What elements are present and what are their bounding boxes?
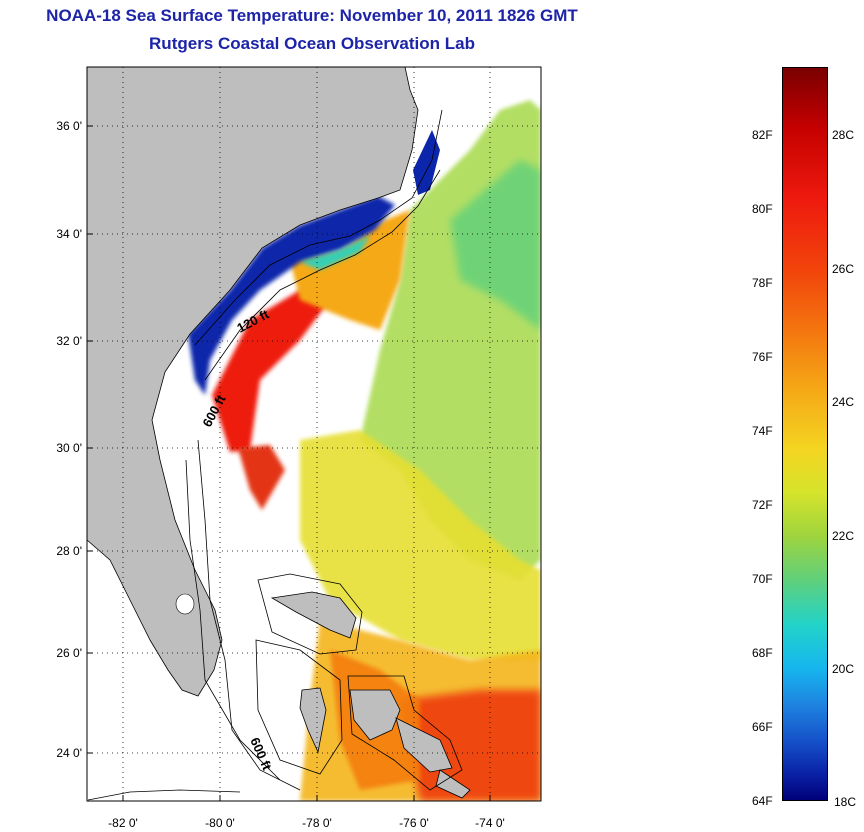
lon-label: -78 0' [302, 816, 332, 830]
colorbar-f-label: 66F [752, 720, 773, 734]
sst-gulfstream-south [238, 445, 285, 510]
lat-label: 28 0' [56, 544, 82, 558]
lat-label: 32 0' [56, 334, 82, 348]
colorbar-f-label: 72F [752, 498, 773, 512]
colorbar-f-label: 68F [752, 646, 773, 660]
colorbar-f-label: 76F [752, 350, 773, 364]
temperature-colorbar [782, 67, 828, 801]
colorbar-c-label: 28C [832, 128, 855, 142]
lake-okeechobee [175, 593, 195, 615]
isobath-contours [87, 109, 463, 801]
sst-swath-east-cool [450, 160, 541, 330]
colorbar-c-label: 24C [832, 395, 855, 409]
sst-swath-southeast-hot [400, 690, 541, 801]
map-frame [86, 66, 542, 802]
graticule [87, 67, 541, 801]
sst-swath-central [300, 430, 541, 660]
colorbar-c-label: 20C [832, 662, 855, 676]
sst-shelf-cold [188, 196, 395, 395]
land-southeast-us [87, 67, 419, 697]
lon-label: -74 0' [475, 816, 505, 830]
lon-label: -80 0' [205, 816, 235, 830]
colorbar-f-label: 64F [752, 794, 773, 808]
lat-label: 34 0' [56, 227, 82, 241]
sst-shelf-cool-band [300, 236, 370, 270]
map-title: NOAA-18 Sea Surface Temperature: Novembe… [46, 6, 578, 25]
islands-bahamas [270, 591, 471, 799]
lon-label: -76 0' [399, 816, 429, 830]
colorbar-f-label: 70F [752, 572, 773, 586]
sst-shelf-orange [290, 210, 410, 330]
latitude-labels: 36 0' 34 0' 32 0' 30 0' 28 0' 26 0' 24 0… [56, 119, 82, 760]
axis-ticks [87, 125, 491, 801]
longitude-labels: -82 0' -80 0' -78 0' -76 0' -74 0' [108, 816, 505, 830]
lat-label: 36 0' [56, 119, 82, 133]
sst-gulfstream-hot [212, 290, 330, 452]
lat-label: 26 0' [56, 646, 82, 660]
colorbar-f-label: 82F [752, 128, 773, 142]
map-subtitle: Rutgers Coastal Ocean Observation Lab [149, 34, 475, 53]
colorbar-f-label: 78F [752, 276, 773, 290]
colorbar-f-label: 74F [752, 424, 773, 438]
lat-label: 30 0' [56, 441, 82, 455]
lat-label: 24 0' [56, 746, 82, 760]
colorbar-f-label: 80F [752, 202, 773, 216]
colorbar-c-label: 18C [834, 795, 857, 809]
colorbar-c-label: 26C [832, 262, 855, 276]
colorbar-c-label: 22C [832, 529, 855, 543]
lon-label: -82 0' [108, 816, 138, 830]
sst-capehatteras-cold [413, 130, 440, 195]
